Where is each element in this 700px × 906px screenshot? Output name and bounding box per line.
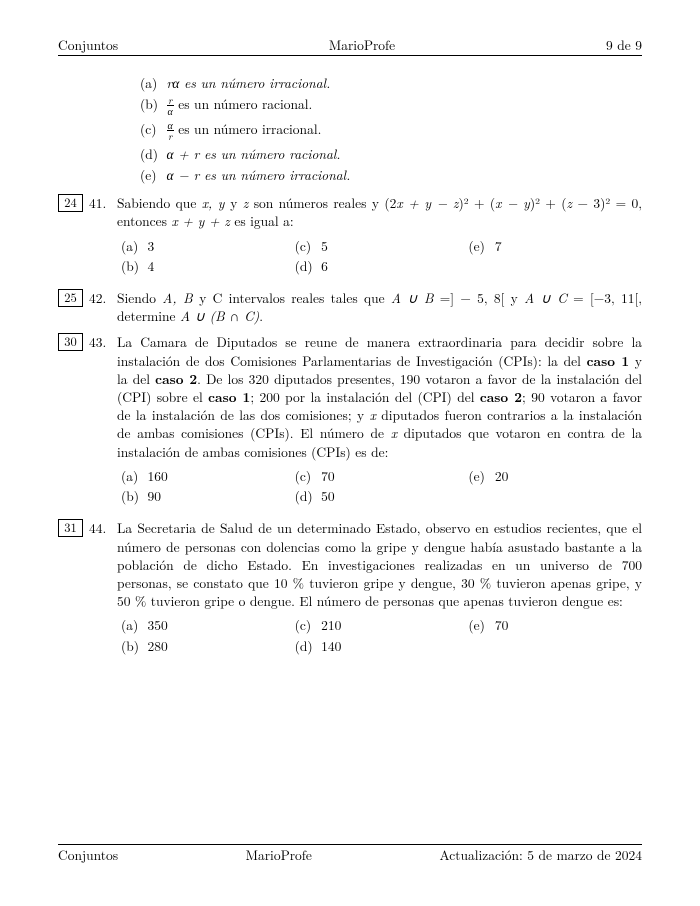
option-label: (c) [295,616,317,634]
option-b: (b) 90 [121,487,295,505]
option-b: (b) 4 [121,257,295,275]
option-text: es un número irracional. [178,119,321,138]
option-text: α − r es un número irracional. [167,165,351,184]
option-c: (c) αr es un número irracional. [140,120,642,142]
option-value: 70 [321,466,335,485]
option-value: 5 [321,236,328,255]
option-label: (e) [468,616,490,634]
question-41: 24 41. Sabiendo que x, y y z son números… [58,194,642,281]
fraction-den: r [167,131,174,141]
option-d: (d) 6 [295,257,469,275]
question-number: 43. [89,333,113,351]
option-value: 90 [148,486,162,505]
option-value: 280 [148,636,168,655]
footer-center: MarioProfe [246,846,312,864]
option-c: (c) 70 [295,467,469,485]
option-label: (b) [121,257,143,275]
option-value: 350 [148,615,168,634]
page-header: Conjuntos MarioProfe 9 de 9 [58,36,642,56]
option-value: 20 [495,466,509,485]
option-text: α + r es un número racional. [167,144,341,163]
option-e: (e) 7 [468,237,642,255]
option-e: (e) α − r es un número irracional. [140,166,642,184]
question-text: Siendo A, B y C intervalos reales tales … [117,288,642,325]
option-e: (e) 20 [468,467,642,485]
question-43: 30 43. La Camara de Diputados se reune d… [58,333,642,511]
page-content: (a) rα es un número irracional. (b) rα e… [58,74,642,661]
option-value: 210 [321,615,341,634]
header-center: MarioProfe [329,36,395,54]
question-body: Siendo A, B y C intervalos reales tales … [117,289,642,325]
reference-box: 30 [58,333,83,351]
option-value: 7 [495,236,502,255]
option-label: (e) [140,166,162,184]
reference-box: 31 [58,519,83,537]
reference-box: 24 [58,194,83,212]
option-d: (d) 140 [295,637,469,655]
option-e: (e) 70 [468,616,642,634]
fraction: rα [167,95,174,116]
option-label: (b) [121,487,143,505]
question-text: Sabiendo que x, y y z son números reales… [117,193,642,230]
option-a: (a) 3 [121,237,295,255]
question-body: Sabiendo que x, y y z son números reales… [117,194,642,281]
question-44: 31 44. La Secretaria de Salud de un dete… [58,519,642,661]
option-c: (c) 210 [295,616,469,634]
option-label: (c) [295,237,317,255]
options-row: (a) 160 (b) 90 (c) 70 (d) 50 (e) 20 [121,467,642,507]
options-row: (a) 3 (b) 4 (c) 5 (d) 6 (e) 7 [121,237,642,277]
option-b: (b) 280 [121,637,295,655]
question-number: 44. [89,519,113,537]
footer-right: Actualización: 5 de marzo de 2024 [439,846,642,864]
option-label: (c) [295,467,317,485]
option-value: 50 [321,486,335,505]
option-label: (b) [140,95,162,113]
fraction: αr [167,120,174,141]
option-label: (a) [121,237,143,255]
option-value: 160 [148,466,168,485]
header-left: Conjuntos [58,36,118,54]
option-label: (d) [295,257,317,275]
option-d: (d) 50 [295,487,469,505]
option-label: (b) [121,637,143,655]
option-text: es un número racional. [178,94,312,113]
option-label: (d) [295,637,317,655]
option-label: (c) [140,120,162,138]
question-body: La Camara de Diputados se reune de maner… [117,333,642,511]
option-label: (a) [140,74,162,92]
question-number: 41. [89,194,113,212]
question-42: 25 42. Siendo A, B y C intervalos reales… [58,289,642,325]
option-label: (d) [295,487,317,505]
reference-box: 25 [58,289,83,307]
option-label: (d) [140,145,162,163]
option-label: (a) [121,616,143,634]
option-a: (a) 160 [121,467,295,485]
option-value: 6 [321,256,328,275]
option-label: (e) [468,467,490,485]
question-text: La Secretaria de Salud de un determinado… [117,518,642,610]
option-a: (a) rα es un número irracional. [140,74,642,92]
option-label: (a) [121,467,143,485]
fraction-den: α [167,106,174,116]
option-value: 140 [321,636,341,655]
option-value: 3 [148,236,155,255]
option-value: 70 [495,615,509,634]
option-b: (b) rα es un número racional. [140,95,642,117]
option-a: (a) 350 [121,616,295,634]
option-c: (c) 5 [295,237,469,255]
page-footer: Conjuntos MarioProfe Actualización: 5 de… [58,844,642,864]
option-d: (d) α + r es un número racional. [140,145,642,163]
question-number: 42. [89,289,113,307]
footer-left: Conjuntos [58,846,118,864]
question-body: La Secretaria de Salud de un determinado… [117,519,642,661]
question-text: La Camara de Diputados se reune de maner… [117,332,642,460]
header-right: 9 de 9 [606,36,642,54]
option-value: 4 [148,256,155,275]
prev-question-options: (a) rα es un número irracional. (b) rα e… [140,74,642,184]
options-row: (a) 350 (b) 280 (c) 210 (d) 140 (e) 70 [121,616,642,656]
option-label: (e) [468,237,490,255]
option-text: rα es un número irracional. [167,73,331,92]
